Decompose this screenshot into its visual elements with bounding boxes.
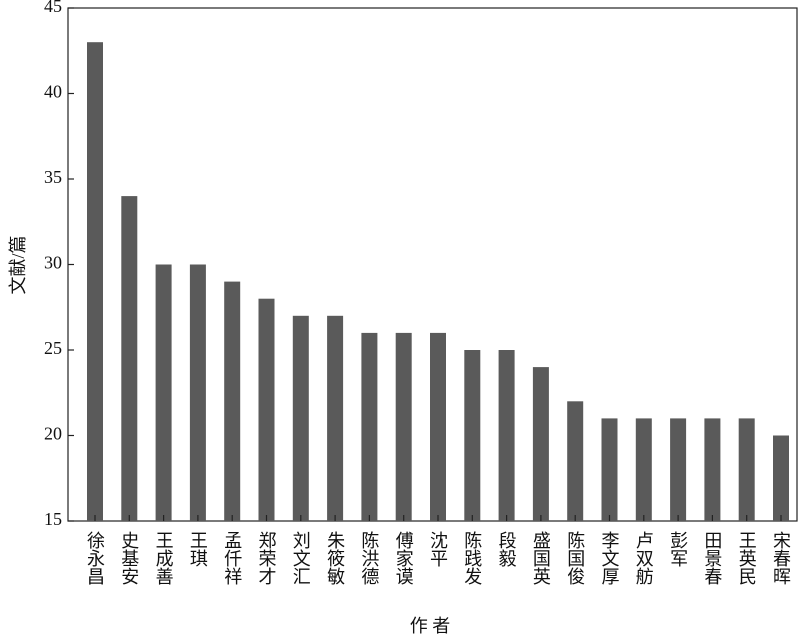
bar [773,435,789,521]
x-tick-label: 田景春 [702,531,722,585]
x-tick-label: 宋春晖 [771,531,791,585]
bar [464,350,481,521]
x-tick-label: 郑荣才 [257,531,277,585]
bar [635,418,652,521]
x-tick-label: 王英民 [737,531,757,585]
bar [121,196,138,521]
bar [189,264,206,521]
bar [532,367,549,521]
bar [738,418,755,521]
bar [87,42,103,521]
x-tick-label: 孟仟祥 [222,531,242,585]
y-tick-label: 45 [44,0,62,16]
x-tick-label: 陈践发 [462,531,482,585]
x-tick-label: 段毅 [497,531,517,567]
x-tick-label: 徐永昌 [85,531,105,585]
y-tick-label: 15 [44,509,62,529]
x-tick-label: 盛国英 [531,531,551,585]
x-tick-label: 沈平 [428,531,448,567]
bar [327,315,344,521]
bar [498,350,515,521]
bar [430,332,446,521]
bar [567,401,584,521]
bar [155,264,172,521]
x-tick-label: 傅家谟 [394,531,414,585]
bar [361,332,378,521]
x-tick-label: 史基安 [119,531,139,585]
x-tick-label: 李文厚 [600,531,620,586]
y-axis-label: 文献/篇 [8,235,28,294]
bar [224,281,241,521]
x-tick-label: 朱筱敏 [325,531,345,585]
bar [292,315,309,521]
y-tick-label: 20 [44,424,62,444]
y-tick-label: 25 [44,338,62,358]
x-tick-label: 陈国俊 [565,531,585,585]
x-axis-label: 作 者 [410,616,451,636]
bar [395,332,412,521]
x-tick-label: 刘文汇 [291,531,311,585]
bar [258,298,275,521]
y-tick-label: 35 [44,167,62,187]
x-tick-label: 王成善 [154,531,174,585]
x-tick-label: 陈洪德 [359,531,379,585]
x-tick-label: 彭军 [668,531,688,567]
bar [601,418,618,521]
x-tick-label: 王琪 [188,531,208,567]
x-tick-label: 卢双舫 [634,531,654,585]
bar [670,418,687,521]
y-tick-label: 40 [44,82,62,102]
bar [704,418,721,521]
y-tick-label: 30 [44,253,62,273]
